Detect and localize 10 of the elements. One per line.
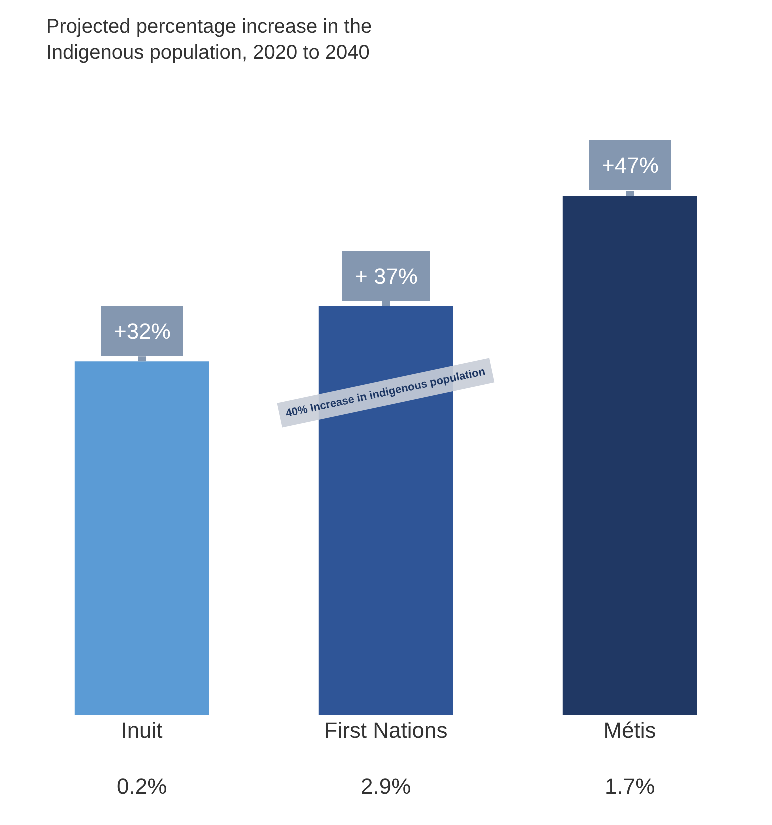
text: 0.2%: [117, 774, 168, 799]
data-label: +47%: [602, 153, 659, 178]
data-label: + 37%: [355, 264, 418, 289]
text: 2.9%: [361, 774, 412, 799]
x-tick-label: First Nations: [324, 718, 448, 743]
x-tick-label: Métis: [604, 718, 656, 743]
data-label: +32%: [114, 319, 171, 344]
x-tick-label: Inuit: [121, 718, 163, 743]
chart-title: Projected percentage increase in the Indigenous population, 2020 to 2040: [46, 16, 372, 64]
text: 1.7%: [605, 774, 656, 799]
